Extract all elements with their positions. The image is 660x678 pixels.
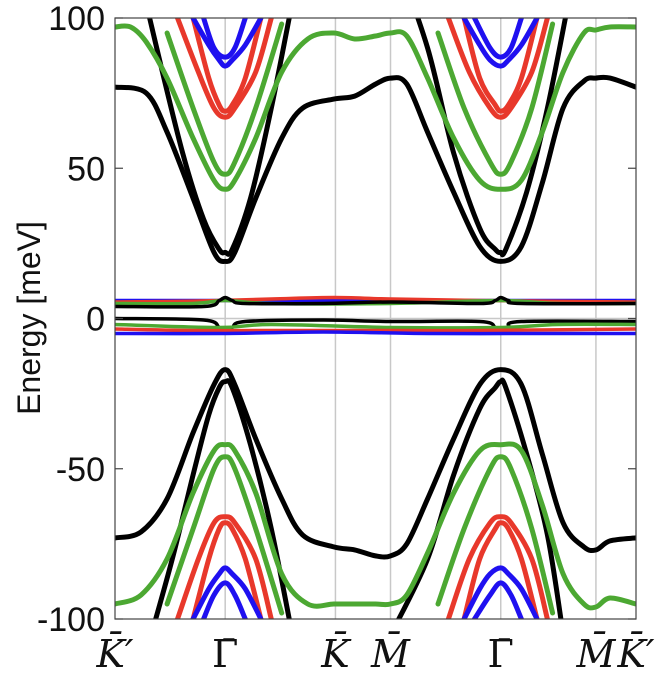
series-flat-black-top xyxy=(115,295,636,309)
series-red-upper-inner xyxy=(190,18,264,114)
series-black-lower-outer xyxy=(115,367,636,560)
series-red-lower-outer-2 xyxy=(445,514,550,619)
y-axis-label: Energy [meV] xyxy=(11,221,47,415)
series-red-lower-outer xyxy=(175,514,274,619)
x-tick-label-0: K̄′ xyxy=(95,632,133,676)
series-red-upper-outer-2 xyxy=(445,18,550,120)
y-tick-label-1: 50 xyxy=(67,150,105,188)
series-green-upper-inner-2 xyxy=(435,21,556,177)
series-blue-upper-inner xyxy=(201,18,248,60)
series-green-upper-outer xyxy=(115,23,636,192)
series-green-upper-inner xyxy=(164,21,285,177)
series-green-lower-outer xyxy=(115,441,636,611)
x-tick-label-1: Γ̄ xyxy=(212,632,238,676)
series-blue-upper-outer-2 xyxy=(461,18,540,69)
series-blue-upper-outer xyxy=(190,18,264,69)
y-tick-label-3: -50 xyxy=(56,451,105,489)
y-tick-label-4: -100 xyxy=(37,601,105,639)
series-blue-lower-inner xyxy=(201,580,248,619)
y-tick-label-0: 100 xyxy=(48,0,105,38)
x-axis-ticks: K̄′ Γ̄ K̄ M̄ Γ̄ M̄ K̄′ xyxy=(95,632,654,676)
series-black-upper-outer xyxy=(115,74,636,264)
series-blue-lower-outer-2 xyxy=(461,565,540,619)
y-axis-ticks: 100 50 0 -50 -100 xyxy=(37,0,636,639)
x-tick-label-3: M̄ xyxy=(370,632,411,676)
series-flat-green-bottom xyxy=(115,322,636,330)
series-red-upper-inner-2 xyxy=(461,18,540,114)
series-red-upper-outer xyxy=(175,18,274,120)
series-red-lower-inner-2 xyxy=(461,520,540,619)
x-tick-label-6: K̄′ xyxy=(616,632,654,676)
series-blue-lower-outer xyxy=(190,565,264,619)
x-tick-label-2: K̄ xyxy=(320,632,352,676)
x-tick-label-5: M̄ xyxy=(575,632,616,676)
y-tick-label-2: 0 xyxy=(86,301,105,339)
series-red-lower-inner xyxy=(190,520,264,619)
series-flat-red-bottom xyxy=(115,327,636,333)
series-blue-lower-inner-2 xyxy=(472,580,524,619)
series-layer xyxy=(115,18,636,619)
series-flat-blue-bottom xyxy=(115,330,636,336)
series-green-lower-inner-2 xyxy=(435,454,556,616)
series-black-upper-inner xyxy=(147,18,292,257)
series-green-lower-inner xyxy=(164,454,285,616)
series-blue-upper-inner-2 xyxy=(472,18,524,60)
x-tick-label-4: Γ̄ xyxy=(488,632,514,676)
